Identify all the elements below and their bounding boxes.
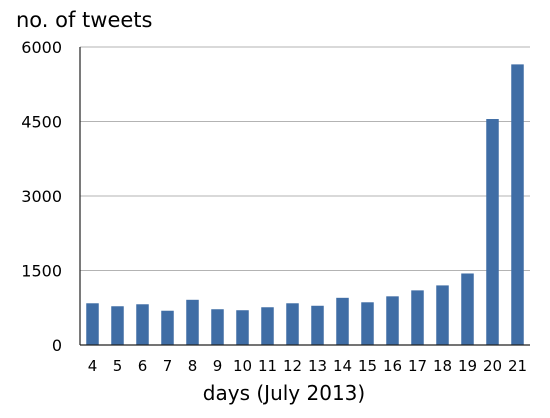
x-axis-label: days (July 2013)	[203, 381, 365, 405]
x-tick-label: 4	[88, 357, 98, 375]
x-tick-label: 18	[433, 357, 452, 375]
x-tick-label: 12	[283, 357, 302, 375]
y-tick-label: 3000	[21, 187, 62, 206]
bar	[111, 306, 124, 345]
bar	[186, 299, 199, 345]
x-tick-label: 9	[213, 357, 223, 375]
x-tick-label: 15	[358, 357, 377, 375]
bar	[361, 302, 374, 345]
bar	[511, 64, 524, 345]
x-tick-label: 5	[113, 357, 123, 375]
bars	[86, 64, 524, 346]
axes	[79, 47, 530, 346]
bar	[161, 310, 174, 345]
x-tick-label: 19	[458, 357, 477, 375]
bar	[236, 310, 249, 345]
bar	[286, 303, 299, 345]
bar	[311, 305, 324, 345]
bar	[411, 290, 424, 345]
x-tick-labels: 4 5 6 7 8 9 10 11 12 13 14 15 16 17 18 19 20 21	[88, 357, 527, 375]
bar	[486, 119, 499, 346]
y-tick-label: 4500	[21, 113, 62, 132]
y-tick-label: 0	[52, 336, 62, 355]
x-tick-label: 20	[483, 357, 502, 375]
x-tick-label: 14	[333, 357, 352, 375]
x-tick-label: 7	[163, 357, 173, 375]
bar	[386, 296, 399, 345]
bar	[86, 303, 99, 345]
x-tick-label: 10	[233, 357, 252, 375]
x-tick-label: 13	[308, 357, 327, 375]
y-axis-label: no. of tweets	[16, 8, 152, 32]
x-tick-label: 8	[188, 357, 198, 375]
bar	[211, 309, 224, 345]
bar	[461, 273, 474, 345]
bar	[261, 307, 274, 345]
x-tick-label: 16	[383, 357, 402, 375]
y-tick-labels: 0 1500 3000 4500 6000	[21, 38, 62, 355]
gridlines	[80, 46, 530, 271]
bar	[336, 297, 349, 345]
y-tick-label: 6000	[21, 38, 62, 57]
y-tick-label: 1500	[21, 262, 62, 281]
x-tick-label: 11	[258, 357, 277, 375]
bar	[436, 285, 449, 345]
x-tick-label: 17	[408, 357, 427, 375]
x-tick-label: 6	[138, 357, 148, 375]
bar	[136, 304, 149, 345]
x-tick-label: 21	[508, 357, 527, 375]
